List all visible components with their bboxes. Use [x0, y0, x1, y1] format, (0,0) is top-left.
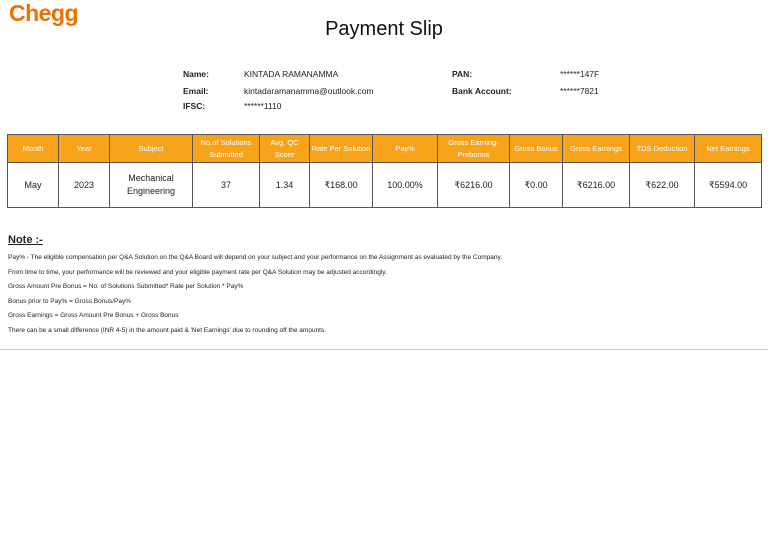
cell-net-earnings: ₹5594.00 [694, 162, 762, 208]
note-line: Gross Earnings = Gross Amount Pre Bonus … [8, 312, 179, 319]
cell-tds: ₹622.00 [629, 162, 695, 208]
name-label: Name: [183, 69, 209, 79]
chegg-logo: Chegg [9, 0, 79, 26]
header-net-earnings: Net Earnings [694, 134, 762, 163]
note-line: Bonus prior to Pay% = Gross Bonus/Pay% [8, 297, 132, 305]
cell-gross-earnings: ₹6216.00 [562, 162, 630, 208]
table-header-row: Month Year Subject No.of Solutions Submi… [7, 134, 762, 163]
note-heading: Note :- [8, 234, 43, 246]
note-list: Pay% - The eligible compensation per Q&A… [8, 251, 502, 338]
cell-pay-percent: 100.00% [372, 162, 438, 208]
ifsc-label: IFSC: [183, 101, 206, 111]
name-value: KINTADA RAMANAMMA [244, 69, 339, 79]
page-title: Payment Slip [325, 18, 443, 40]
cell-year: 2023 [58, 162, 110, 208]
header-month: Month [7, 134, 59, 163]
cell-rate: ₹168.00 [309, 162, 373, 208]
email-value: kintadaramanamma@outlook.com [244, 86, 374, 96]
cell-qc-score: 1.34 [259, 162, 310, 208]
cell-solutions: 37 [192, 162, 260, 208]
cell-subject: Mechanical Engineering [109, 162, 193, 208]
note-line: Pay% - The eligible compensation per Q&A… [8, 254, 503, 261]
note-line: Gross Amount Pre Bonus = No. of Solution… [8, 283, 244, 290]
header-pay-percent: Pay% [372, 134, 438, 163]
header-qc-score: Avg. QC Score [259, 134, 310, 163]
header-year: Year [58, 134, 110, 163]
header-gross-bonus: Gross Bonus [509, 134, 563, 163]
bank-value: ******7821 [560, 86, 599, 96]
note-line: There can be a small difference (INR 4-5… [8, 326, 327, 334]
email-label: Email: [183, 86, 209, 96]
pan-label: PAN: [452, 69, 473, 79]
ifsc-value: ******1110 [244, 101, 282, 111]
note-line: From time to time, your performance will… [8, 268, 387, 276]
divider [0, 349, 768, 350]
bank-label: Bank Account: [452, 86, 512, 96]
cell-gross-bonus: ₹0.00 [509, 162, 563, 208]
header-rate: Rate Per Solution [309, 134, 373, 163]
header-solutions: No.of Solutions Submitted [192, 134, 260, 163]
cell-month: May [7, 162, 59, 208]
table-row: May 2023 Mechanical Engineering 37 1.34 … [7, 162, 762, 208]
pan-value: ******147F [560, 69, 600, 79]
header-gross-earnings: Gross Earnings [562, 134, 630, 163]
header-tds: TDS Deduction [629, 134, 695, 163]
cell-gross-prebonus: ₹6216.00 [437, 162, 510, 208]
earnings-table: Month Year Subject No.of Solutions Submi… [7, 134, 762, 208]
header-subject: Subject [109, 134, 193, 163]
header-gross-prebonus: Gross Earning-Prebonus [437, 134, 510, 163]
